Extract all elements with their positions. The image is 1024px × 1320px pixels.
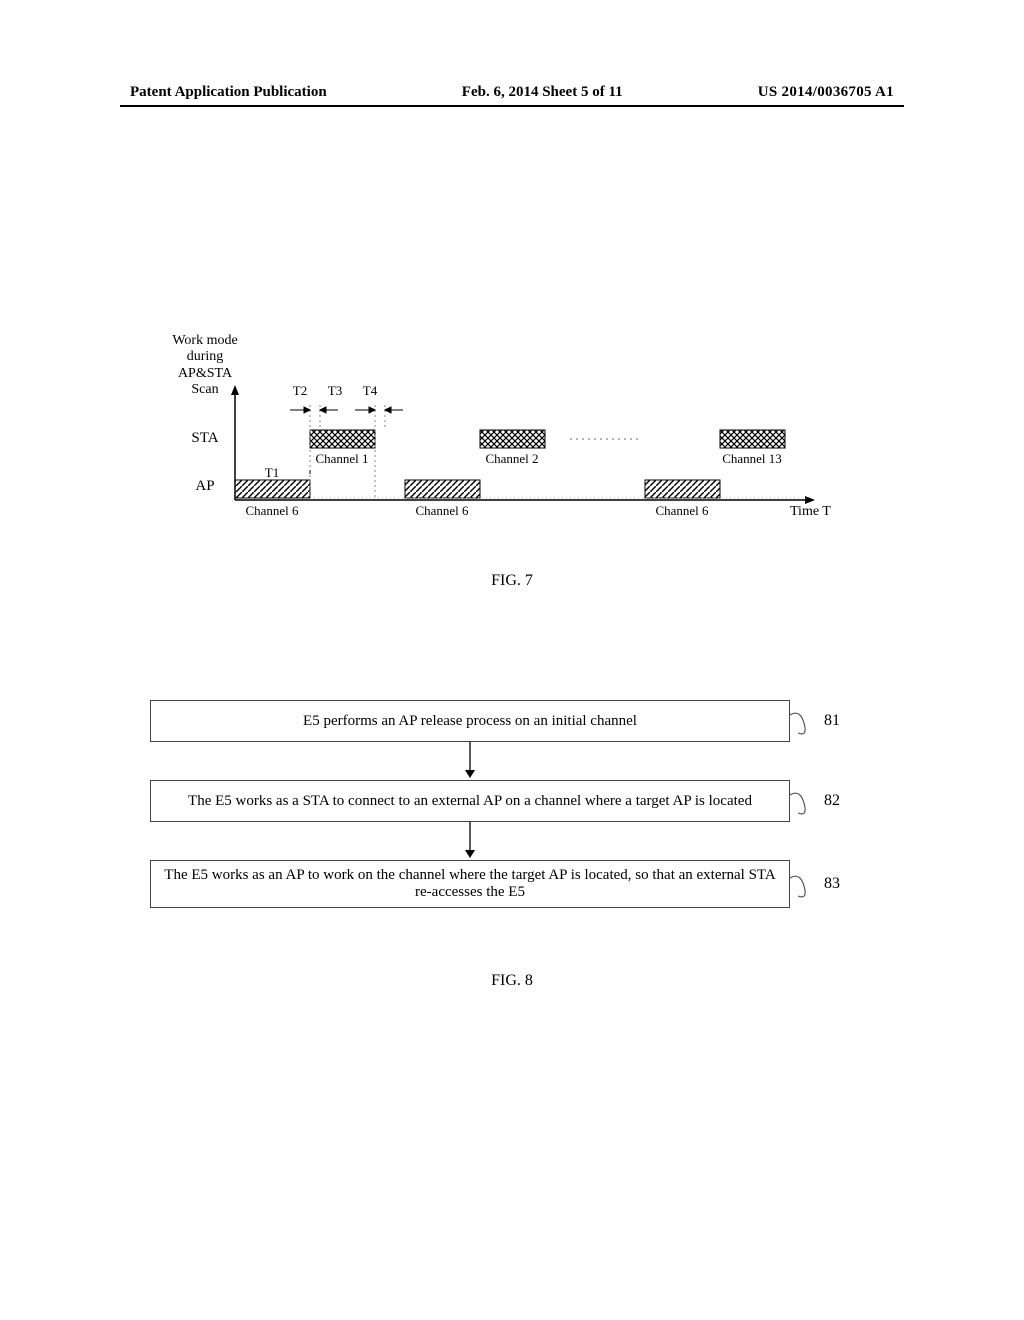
svg-text:Channel 6: Channel 6 bbox=[655, 503, 709, 518]
x-axis-label: Time T bbox=[790, 504, 831, 519]
svg-text:T1: T1 bbox=[265, 465, 279, 480]
svg-text:T4: T4 bbox=[363, 383, 378, 398]
page: Patent Application Publication Feb. 6, 2… bbox=[0, 0, 1024, 1320]
arrow-81-82 bbox=[150, 742, 790, 780]
step-num-83: 83 bbox=[824, 875, 840, 893]
timing-labels: T2 T3 T4 bbox=[290, 383, 403, 413]
flow-step-83: The E5 works as an AP to work on the cha… bbox=[150, 860, 870, 908]
svg-text:during: during bbox=[187, 349, 224, 364]
fig7-caption: FIG. 7 bbox=[0, 572, 1024, 590]
t1-bracket: T1 bbox=[235, 465, 310, 480]
svg-text:AP&STA: AP&STA bbox=[178, 366, 233, 381]
fig7-diagram: Work mode during AP&STA Scan STA AP bbox=[170, 330, 850, 545]
header-rule bbox=[120, 105, 904, 107]
flow-box-82: The E5 works as a STA to connect to an e… bbox=[150, 780, 790, 822]
svg-text:Scan: Scan bbox=[191, 382, 218, 397]
svg-text:Channel 2: Channel 2 bbox=[485, 451, 538, 466]
flow-step-82: The E5 works as a STA to connect to an e… bbox=[150, 780, 870, 822]
svg-text:Channel 6: Channel 6 bbox=[415, 503, 469, 518]
sta-row-label: STA bbox=[191, 430, 218, 446]
step-num-82: 82 bbox=[824, 792, 840, 810]
ap-row-label: AP bbox=[195, 478, 214, 494]
page-header: Patent Application Publication Feb. 6, 2… bbox=[0, 84, 1024, 101]
ap-segments: Channel 6 Channel 6 Channel 6 bbox=[235, 480, 720, 518]
svg-text:T3: T3 bbox=[328, 383, 342, 398]
flow-step-81: E5 performs an AP release process on an … bbox=[150, 700, 870, 742]
fig7-svg: Work mode during AP&STA Scan STA AP bbox=[170, 330, 850, 545]
svg-text:Channel 1: Channel 1 bbox=[315, 451, 368, 466]
svg-text:Channel 6: Channel 6 bbox=[245, 503, 299, 518]
header-right: US 2014/0036705 A1 bbox=[758, 84, 894, 101]
curve-82 bbox=[790, 789, 818, 813]
curve-83 bbox=[790, 872, 818, 896]
step-num-81: 81 bbox=[824, 712, 840, 730]
header-middle: Feb. 6, 2014 Sheet 5 of 11 bbox=[462, 84, 623, 101]
header-left: Patent Application Publication bbox=[130, 84, 327, 101]
curve-81 bbox=[790, 709, 818, 733]
svg-text:Channel 13: Channel 13 bbox=[722, 451, 782, 466]
sta-segments: Channel 1 Channel 2 Channel 13 bbox=[310, 430, 785, 466]
flow-box-81: E5 performs an AP release process on an … bbox=[150, 700, 790, 742]
fig8-caption: FIG. 8 bbox=[0, 972, 1024, 990]
svg-text:T2: T2 bbox=[293, 383, 307, 398]
flow-box-83: The E5 works as an AP to work on the cha… bbox=[150, 860, 790, 908]
arrow-82-83 bbox=[150, 822, 790, 860]
y-axis-title: Work mode during AP&STA Scan bbox=[172, 333, 237, 397]
fig8-flowchart: E5 performs an AP release process on an … bbox=[150, 700, 870, 908]
svg-text:Work mode: Work mode bbox=[172, 333, 237, 348]
